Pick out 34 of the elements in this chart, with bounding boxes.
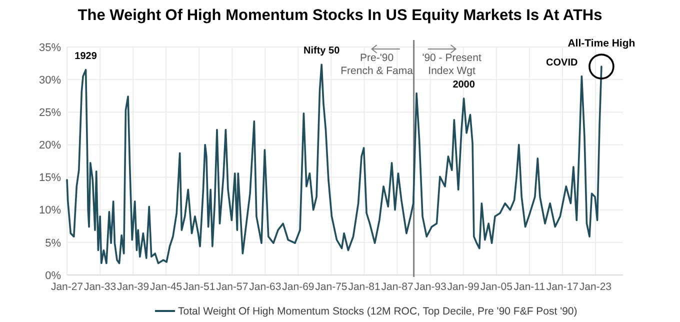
x-tick-label: Jan-17 xyxy=(546,281,579,293)
annotation: Nifty 50 xyxy=(304,46,340,57)
x-tick-label: Jan-99 xyxy=(447,281,480,293)
x-tick-label: Jan-81 xyxy=(348,281,380,293)
y-tick-label: 30% xyxy=(38,74,62,86)
x-tick-label: Jan-11 xyxy=(514,281,546,293)
y-tick-label: 25% xyxy=(38,106,62,119)
x-tick-label: Jan-69 xyxy=(282,281,314,293)
y-tick-label: 35% xyxy=(38,42,62,54)
x-tick-label: Jan-87 xyxy=(381,281,414,293)
x-tick-label: Jan-23 xyxy=(579,281,612,293)
y-tick-label: 15% xyxy=(38,172,62,184)
annotation: 1929 xyxy=(74,50,98,62)
x-tick-label: Jan-51 xyxy=(183,281,216,293)
y-tick-label: 10% xyxy=(38,204,62,217)
legend-label: Total Weight Of High Momentum Stocks (12M ROC, Top Decile, Pre '90 F&F Post '90) xyxy=(178,306,578,318)
y-tick-label: 20% xyxy=(38,140,62,152)
x-tick-label: Jan-75 xyxy=(315,281,348,293)
annotation: All-Time High xyxy=(568,38,636,50)
x-tick-label: Jan-05 xyxy=(480,281,513,293)
chart-title: The Weight Of High Momentum Stocks In US Equity Markets Is At ATHs xyxy=(78,7,602,24)
x-tick-label: Jan-33 xyxy=(84,281,116,293)
x-tick-label: Jan-93 xyxy=(414,281,447,293)
x-tick-label: Jan-27 xyxy=(50,281,84,293)
x-tick-label: Jan-63 xyxy=(249,281,282,293)
x-tick-label: Jan-39 xyxy=(117,281,150,293)
annotation: '90 - Present Index Wgt xyxy=(422,52,482,77)
x-tick-label: Jan-45 xyxy=(150,281,182,293)
y-tick-label: 0% xyxy=(45,270,62,282)
annotation: COVID xyxy=(546,57,578,68)
y-tick-label: 5% xyxy=(45,237,62,250)
annotation: 2000 xyxy=(452,79,476,90)
x-tick-label: Jan-57 xyxy=(216,281,248,293)
annotation: Pre-'90 French & Fama xyxy=(340,52,414,77)
